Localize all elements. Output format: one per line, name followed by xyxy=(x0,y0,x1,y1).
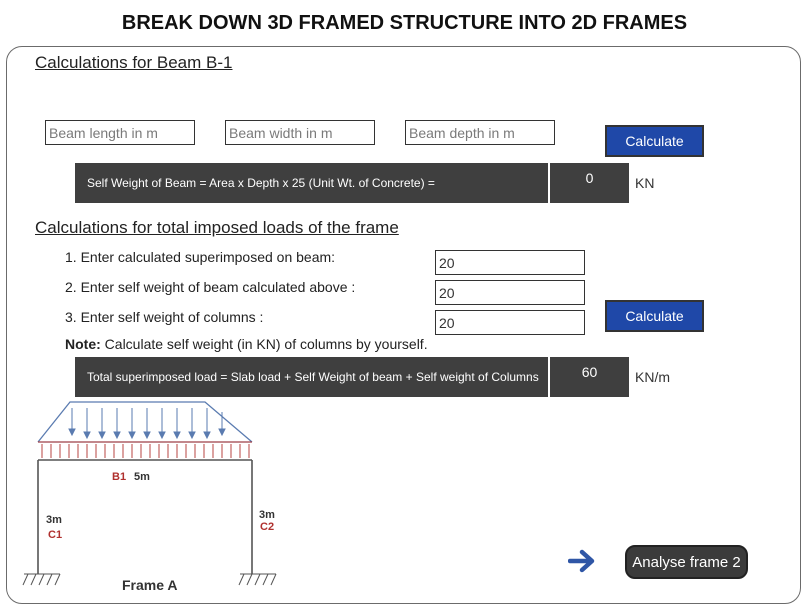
analyse-frame-2-button[interactable]: Analyse frame 2 xyxy=(625,545,748,579)
superimposed-input[interactable] xyxy=(435,250,585,275)
beam-section-heading: Calculations for Beam B-1 xyxy=(35,53,233,72)
beam-weight-label: 2. Enter self weight of beam calculated … xyxy=(65,279,356,295)
beam-unit-label: KN xyxy=(635,175,655,191)
slab-load-arrows xyxy=(68,408,226,440)
beam-self-weight-value: 0 xyxy=(550,163,629,203)
left-column-label: C1 xyxy=(48,529,62,541)
total-unit-label: KN/m xyxy=(635,369,670,385)
load-section-heading: Calculations for total imposed loads of … xyxy=(35,218,399,237)
frame-members xyxy=(37,459,253,574)
beam-width-input[interactable] xyxy=(225,120,375,145)
frame-diagram: B1 5m 3m C1 3m C2 Frame A xyxy=(22,401,277,593)
left-height-label: 3m xyxy=(46,514,62,526)
page-title: BREAK DOWN 3D FRAMED STRUCTURE INTO 2D F… xyxy=(121,11,688,34)
fixed-supports xyxy=(22,573,277,586)
superimposed-label: 1. Enter calculated superimposed on beam… xyxy=(65,249,336,265)
total-formula-bar: Total superimposed load = Slab load + Se… xyxy=(75,357,548,397)
load-calculate-button[interactable]: Calculate xyxy=(605,300,704,332)
beam-span-label: 5m xyxy=(134,471,150,483)
main-panel xyxy=(6,46,801,604)
column-weight-input[interactable] xyxy=(435,310,585,335)
frame-caption: Frame A xyxy=(122,577,178,593)
note-label: Note: xyxy=(65,336,101,352)
note-body: Calculate self weight (in KN) of columns… xyxy=(100,336,428,352)
beam-length-input[interactable] xyxy=(45,120,195,145)
note-text: Note: Calculate self weight (in KN) of c… xyxy=(65,336,428,352)
total-load-value: 60 xyxy=(550,357,629,397)
column-weight-label: 3. Enter self weight of columns : xyxy=(65,309,264,325)
beam-depth-input[interactable] xyxy=(405,120,555,145)
beam-weight-input[interactable] xyxy=(435,280,585,305)
beam-calculate-button[interactable]: Calculate xyxy=(605,125,704,157)
udl-arrows xyxy=(38,441,252,458)
beam-label: B1 xyxy=(112,471,126,483)
slab-load-trapezoid xyxy=(37,401,253,443)
arrow-right-icon xyxy=(568,549,595,573)
right-height-label: 3m xyxy=(259,509,275,521)
beam-formula-bar: Self Weight of Beam = Area x Depth x 25 … xyxy=(75,163,548,203)
right-column-label: C2 xyxy=(260,521,274,533)
